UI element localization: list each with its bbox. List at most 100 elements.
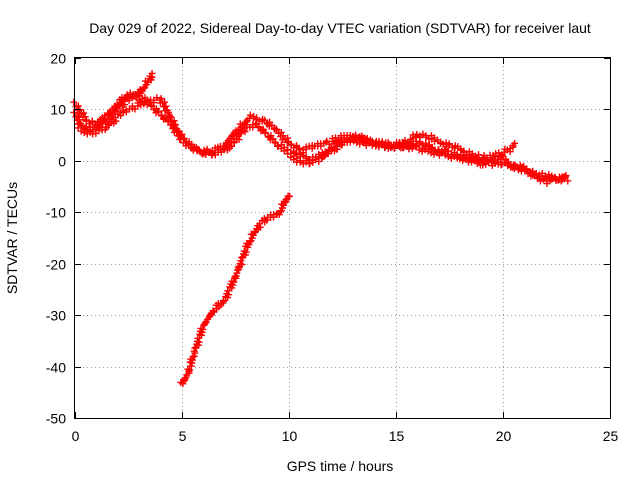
- data-point: [88, 117, 96, 125]
- data-point: [80, 109, 88, 117]
- y-tick-label: 10: [50, 102, 66, 118]
- data-point: [286, 192, 294, 200]
- data-point: [504, 158, 512, 166]
- data-point: [254, 123, 262, 131]
- data-point: [234, 263, 242, 271]
- x-tick-label: 10: [282, 428, 298, 444]
- y-tick-label: 20: [50, 51, 66, 67]
- data-point: [157, 94, 165, 102]
- data-point: [225, 291, 233, 299]
- data-point: [431, 137, 439, 145]
- data-point: [231, 273, 239, 281]
- data-point: [101, 112, 109, 120]
- data-point: [230, 278, 238, 286]
- data-point: [271, 138, 279, 146]
- data-point: [148, 69, 156, 77]
- series-track-d: [284, 133, 570, 188]
- y-tick-label: -20: [46, 257, 66, 273]
- data-point: [154, 107, 162, 115]
- data-point: [166, 113, 174, 121]
- data-point: [228, 132, 236, 140]
- data-point: [238, 261, 246, 269]
- data-point: [70, 98, 78, 106]
- data-point: [287, 140, 295, 148]
- data-point: [253, 114, 261, 122]
- y-tick-label: 0: [58, 154, 66, 170]
- grid-layer: [75, 58, 610, 418]
- plot-frame: [74, 57, 611, 419]
- data-point: [81, 113, 89, 121]
- x-tick-label: 15: [389, 428, 405, 444]
- data-point: [171, 120, 179, 128]
- data-point: [295, 144, 303, 152]
- data-point: [539, 174, 547, 182]
- data-point: [283, 138, 291, 146]
- data-point: [220, 296, 228, 304]
- data-point: [562, 172, 570, 180]
- series-track-e: [177, 192, 294, 388]
- data-point: [282, 196, 290, 204]
- data-point: [222, 140, 230, 148]
- data-point: [402, 142, 410, 150]
- data-points: [70, 69, 572, 388]
- data-point: [74, 124, 82, 132]
- data-point: [372, 138, 380, 146]
- data-point: [199, 325, 207, 333]
- data-point: [451, 144, 459, 152]
- data-point: [521, 166, 529, 174]
- data-point: [445, 140, 453, 148]
- data-point: [209, 307, 217, 315]
- data-point: [251, 229, 259, 237]
- data-point: [74, 102, 82, 110]
- data-point: [246, 238, 254, 246]
- data-point: [378, 138, 386, 146]
- x-tick-label: 5: [179, 428, 187, 444]
- x-axis-label: GPS time / hours: [287, 458, 394, 474]
- data-point: [194, 334, 202, 342]
- data-point: [178, 130, 186, 138]
- chart-title: Day 029 of 2022, Sidereal Day-to-day VTE…: [89, 20, 591, 36]
- data-point: [250, 112, 258, 120]
- data-point: [272, 125, 280, 133]
- data-point: [111, 114, 119, 122]
- data-point: [564, 177, 572, 185]
- data-point: [70, 108, 78, 116]
- data-point: [276, 208, 284, 216]
- x-tick-label: 25: [603, 428, 619, 444]
- data-point: [238, 254, 246, 262]
- data-point: [161, 98, 169, 106]
- data-point: [195, 338, 203, 346]
- x-tick-label: 20: [496, 428, 512, 444]
- data-point: [180, 134, 188, 142]
- data-point: [191, 344, 199, 352]
- y-axis-label: SDTVAR / TECUs: [4, 182, 20, 294]
- data-point: [382, 139, 390, 147]
- data-point: [511, 139, 519, 147]
- data-point: [189, 353, 197, 361]
- data-point: [460, 147, 468, 155]
- data-point: [509, 143, 517, 151]
- data-point: [201, 319, 209, 327]
- y-tick-label: -40: [46, 360, 66, 376]
- data-point: [284, 150, 292, 158]
- axis-ticks: 0 5 10 15 20 25 20 10 0 -10 -20 -30 -40 -50: [46, 51, 619, 445]
- data-point: [385, 140, 393, 148]
- y-tick-label: -50: [46, 411, 66, 427]
- data-point: [246, 111, 254, 119]
- data-point: [105, 121, 113, 129]
- data-point: [186, 366, 194, 374]
- data-point: [413, 130, 421, 138]
- data-point: [140, 84, 148, 92]
- y-tick-label: -10: [46, 205, 66, 221]
- data-point: [165, 108, 173, 116]
- data-point: [224, 287, 232, 295]
- data-point: [174, 127, 182, 135]
- data-point: [181, 375, 189, 383]
- data-point: [533, 173, 541, 181]
- x-tick-label: 0: [72, 428, 80, 444]
- y-tick-label: -30: [46, 308, 66, 324]
- data-point: [261, 128, 269, 136]
- data-point: [82, 116, 90, 124]
- data-point: [162, 102, 170, 110]
- data-point: [346, 134, 354, 142]
